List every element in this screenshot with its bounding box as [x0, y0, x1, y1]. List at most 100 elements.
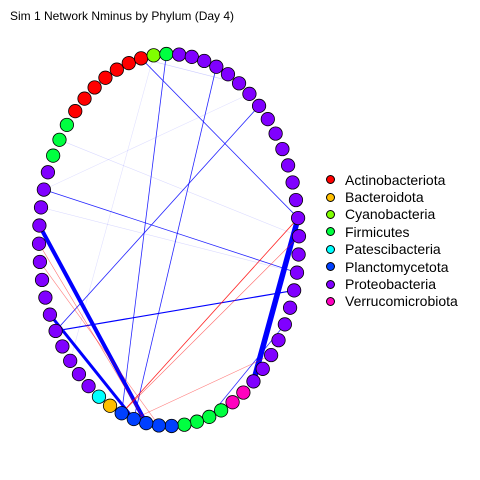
network-node	[139, 416, 154, 431]
network-node	[290, 210, 306, 226]
legend-swatch	[326, 192, 335, 202]
legend-swatch	[326, 175, 335, 185]
network-node	[177, 417, 192, 432]
network-node	[251, 98, 267, 113]
network-node	[225, 395, 240, 410]
network-node	[31, 236, 47, 251]
legend-label: Verrucomicrobiota	[345, 293, 458, 310]
network-node	[260, 112, 275, 127]
legend-swatch	[326, 296, 335, 306]
network-node	[268, 126, 283, 141]
network-node	[288, 192, 304, 208]
network-node	[184, 49, 199, 64]
network-node	[36, 182, 51, 197]
network-edge	[48, 313, 135, 420]
network-node	[40, 165, 56, 180]
network-node	[81, 379, 96, 394]
network-node	[32, 254, 48, 270]
network-node	[91, 389, 107, 404]
legend-swatch	[326, 244, 335, 254]
network-edge	[133, 66, 217, 420]
network-node	[231, 76, 247, 91]
phylum-legend: Actinobacteriota Bacteroidota Cyanobacteri…	[326, 171, 458, 310]
network-edge	[121, 236, 300, 414]
network-node	[164, 418, 179, 434]
network-nodes	[31, 46, 307, 434]
network-node	[68, 104, 83, 119]
network-node	[277, 317, 292, 332]
network-edge	[140, 58, 299, 219]
network-edge	[38, 243, 147, 424]
network-node	[271, 333, 286, 348]
network-node	[291, 247, 306, 262]
network-node	[291, 229, 307, 244]
network-edge	[141, 58, 240, 84]
network-edge	[59, 139, 300, 237]
legend-label: Proteobacteria	[345, 276, 437, 293]
network-node	[32, 218, 47, 233]
network-node	[287, 283, 302, 298]
network-node	[48, 323, 63, 339]
network-node	[55, 339, 70, 354]
network-node	[42, 307, 58, 322]
network-node	[102, 398, 118, 413]
legend-label: Actinobacteriota	[345, 171, 446, 188]
legend-item: Planctomycetota	[326, 258, 458, 275]
network-node	[209, 59, 224, 74]
network-edge	[43, 93, 250, 190]
network-node	[146, 48, 161, 63]
legend-swatch	[326, 262, 335, 272]
network-node	[59, 117, 74, 133]
legend-swatch	[326, 227, 335, 237]
network-edge	[39, 261, 160, 426]
legend-item: Bacteroidota	[326, 188, 458, 205]
network-node	[282, 300, 298, 315]
legend-item: Cyanobacteria	[326, 206, 458, 223]
network-edge	[133, 354, 272, 420]
network-node	[202, 409, 217, 424]
legend-label: Patescibacteria	[345, 241, 441, 258]
network-node	[98, 70, 113, 85]
network-node	[172, 47, 187, 62]
network-node	[236, 385, 251, 400]
network-node	[289, 265, 305, 280]
network-node	[255, 361, 270, 376]
network-edge	[121, 217, 299, 414]
network-node	[264, 347, 279, 363]
legend-swatch	[326, 279, 335, 289]
legend-label: Firmicutes	[345, 223, 410, 240]
network-node	[114, 406, 129, 421]
legend-label: Cyanobacteria	[345, 206, 436, 223]
network-edge	[55, 289, 295, 332]
network-node	[71, 367, 87, 382]
legend-swatch	[326, 209, 335, 219]
network-node	[33, 200, 49, 215]
legend-label: Planctomycetota	[345, 258, 449, 275]
network-node	[87, 80, 102, 95]
network-node	[280, 158, 296, 173]
legend-item: Patescibacteria	[326, 241, 458, 258]
network-node	[121, 56, 136, 71]
legend-item: Proteobacteria	[326, 275, 458, 292]
legend-item: Actinobacteriota	[326, 171, 458, 188]
network-node	[220, 67, 236, 82]
network-node	[189, 414, 205, 429]
legend-item: Firmicutes	[326, 223, 458, 240]
graph-title: Sim 1 Network Nminus by Phylum (Day 4)	[10, 9, 235, 23]
network-node	[46, 148, 61, 163]
network-edge	[40, 207, 298, 273]
network-node	[151, 418, 166, 433]
network-node	[242, 86, 257, 101]
network-node	[159, 46, 174, 62]
network-node	[275, 141, 290, 157]
network-edge	[55, 105, 260, 332]
network-node	[77, 91, 92, 106]
network-edge	[69, 55, 154, 361]
network-node	[133, 51, 149, 66]
network-node	[285, 175, 300, 190]
legend-label: Bacteroidota	[345, 189, 424, 206]
network-node	[34, 272, 50, 288]
network-edge	[43, 189, 298, 273]
network-node	[52, 132, 67, 147]
